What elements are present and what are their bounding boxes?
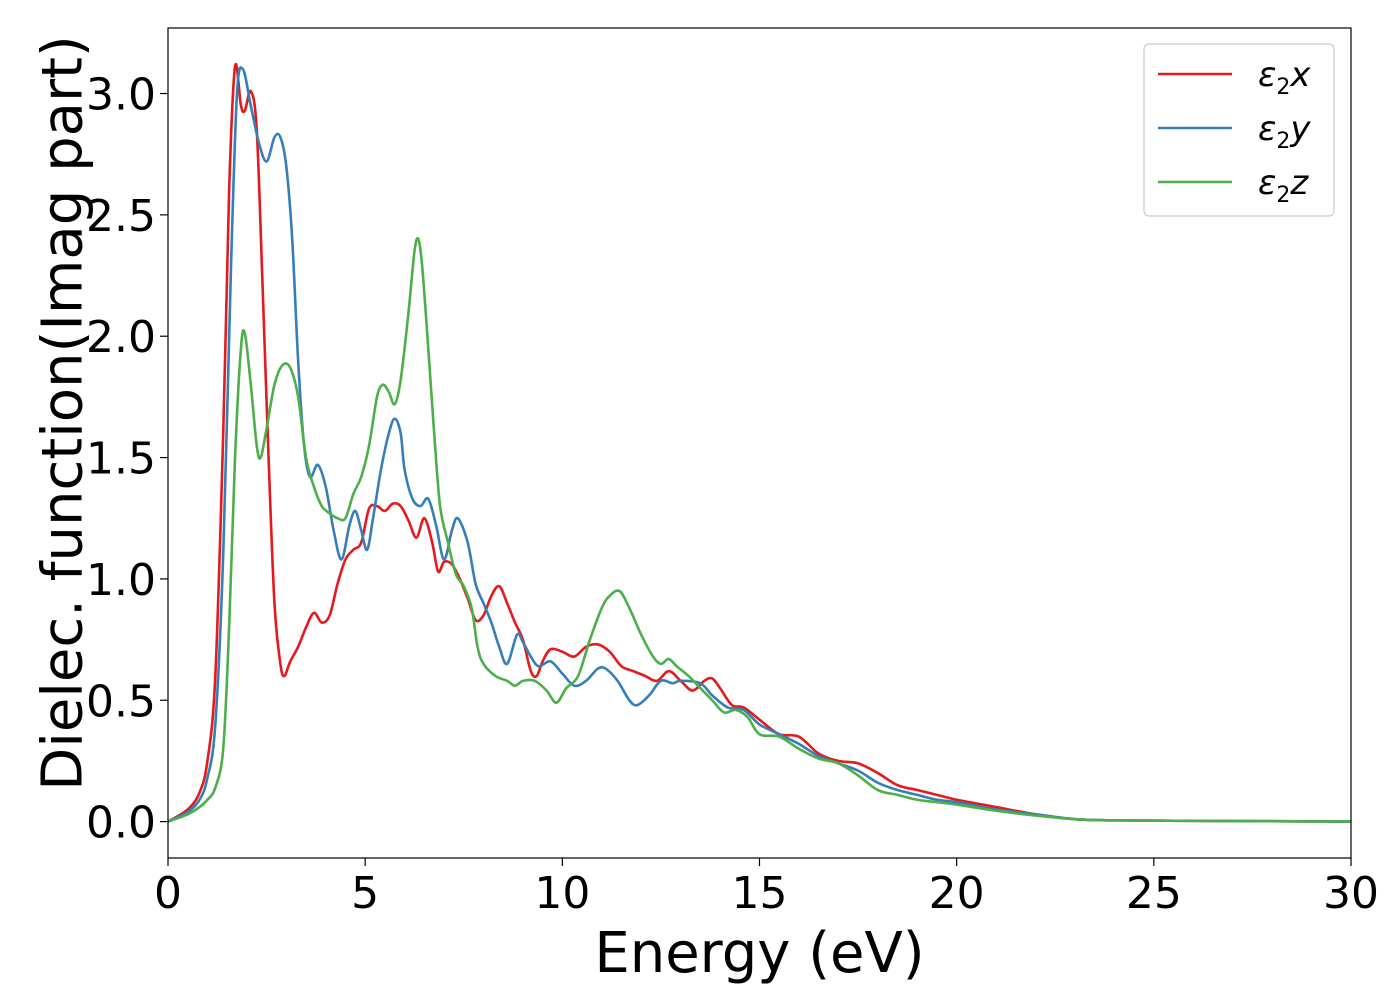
x-tick-label: 0: [154, 868, 182, 919]
legend-label-z: ε2z: [1258, 163, 1309, 208]
series-line-x: [168, 62, 1351, 823]
y-tick-label: 0.5: [86, 676, 156, 727]
y-tick-label: 0.0: [86, 798, 156, 849]
legend-label-y: ε2y: [1258, 109, 1311, 154]
legend-epsilon: ε: [1258, 163, 1276, 203]
legend-epsilon: ε: [1258, 55, 1276, 95]
x-axis-title: Energy (eV): [594, 921, 924, 986]
legend-subscript: 2: [1276, 129, 1290, 154]
legend-label-x: ε2x: [1258, 55, 1311, 100]
legend-subscript: 2: [1276, 75, 1290, 100]
legend-epsilon: ε: [1258, 109, 1276, 149]
legend-box: [1143, 43, 1335, 217]
x-tick-label: 20: [929, 868, 985, 919]
legend-variable: y: [1289, 109, 1311, 149]
legend-subscript: 2: [1276, 183, 1290, 208]
y-axis-title: Dielec. function(Imag part): [31, 35, 96, 791]
y-axis: 0.0 0.5 1.0 1.5 2.0 2.5 3.0: [86, 70, 168, 849]
y-tick-label: 1.0: [86, 555, 156, 606]
x-tick-label: 15: [732, 868, 788, 919]
series-line-y: [168, 66, 1351, 823]
y-tick-label: 1.5: [86, 434, 156, 485]
y-tick-label: 2.5: [86, 191, 156, 242]
legend-variable: x: [1289, 55, 1311, 95]
y-tick-label: 3.0: [86, 70, 156, 121]
x-tick-label: 5: [351, 868, 379, 919]
legend-variable: z: [1289, 163, 1309, 203]
x-tick-label: 30: [1323, 868, 1379, 919]
y-tick-label: 2.0: [86, 312, 156, 363]
x-tick-label: 25: [1126, 868, 1182, 919]
x-axis: 0 5 10 15 20 25 30: [154, 858, 1379, 919]
series-line-z: [168, 236, 1351, 823]
x-tick-label: 10: [534, 868, 590, 919]
plot-area: [168, 62, 1351, 823]
